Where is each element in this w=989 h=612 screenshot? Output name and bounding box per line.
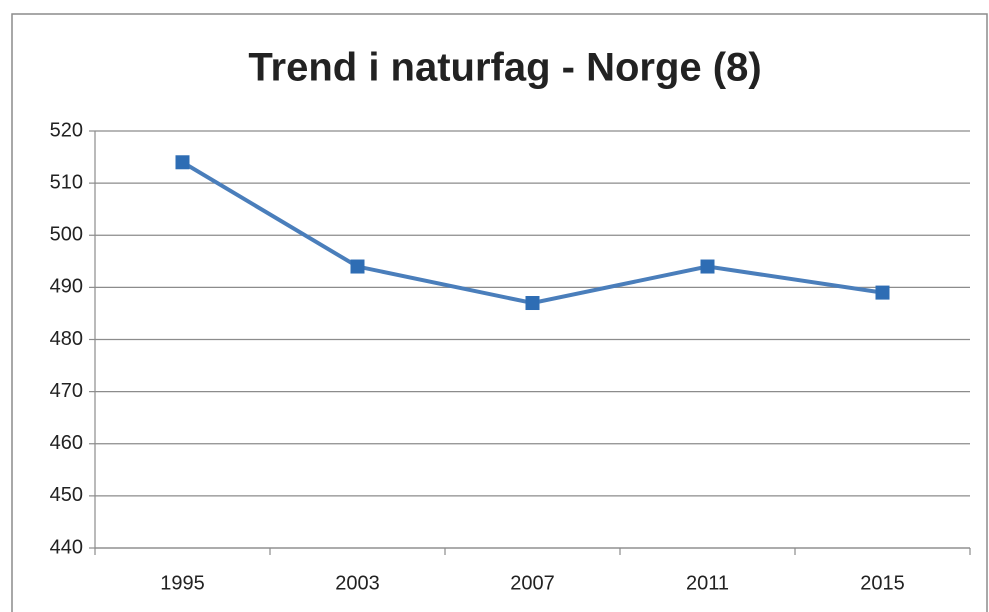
chart-title: Trend i naturfag - Norge (8) <box>248 46 761 90</box>
y-tick-label: 490 <box>50 276 83 298</box>
y-tick-label: 510 <box>50 171 83 193</box>
data-point <box>525 296 540 311</box>
data-point <box>700 259 715 274</box>
y-tick-label: 520 <box>50 119 83 141</box>
x-tick-label: 2007 <box>510 572 555 594</box>
data-point <box>175 155 190 170</box>
x-tick-label: 2015 <box>860 572 905 594</box>
x-tick-label: 2011 <box>686 572 729 594</box>
data-point <box>350 259 365 274</box>
data-point <box>875 285 890 300</box>
y-tick-label: 440 <box>50 536 83 558</box>
x-tick-label: 2003 <box>335 572 380 594</box>
y-tick-label: 500 <box>50 224 83 246</box>
chart-border <box>11 13 988 612</box>
y-tick-label: 450 <box>50 484 83 506</box>
y-tick-label: 470 <box>50 380 83 402</box>
y-tick-label: 480 <box>50 328 83 350</box>
x-tick-label: 1995 <box>160 572 205 594</box>
y-tick-label: 460 <box>50 432 83 454</box>
